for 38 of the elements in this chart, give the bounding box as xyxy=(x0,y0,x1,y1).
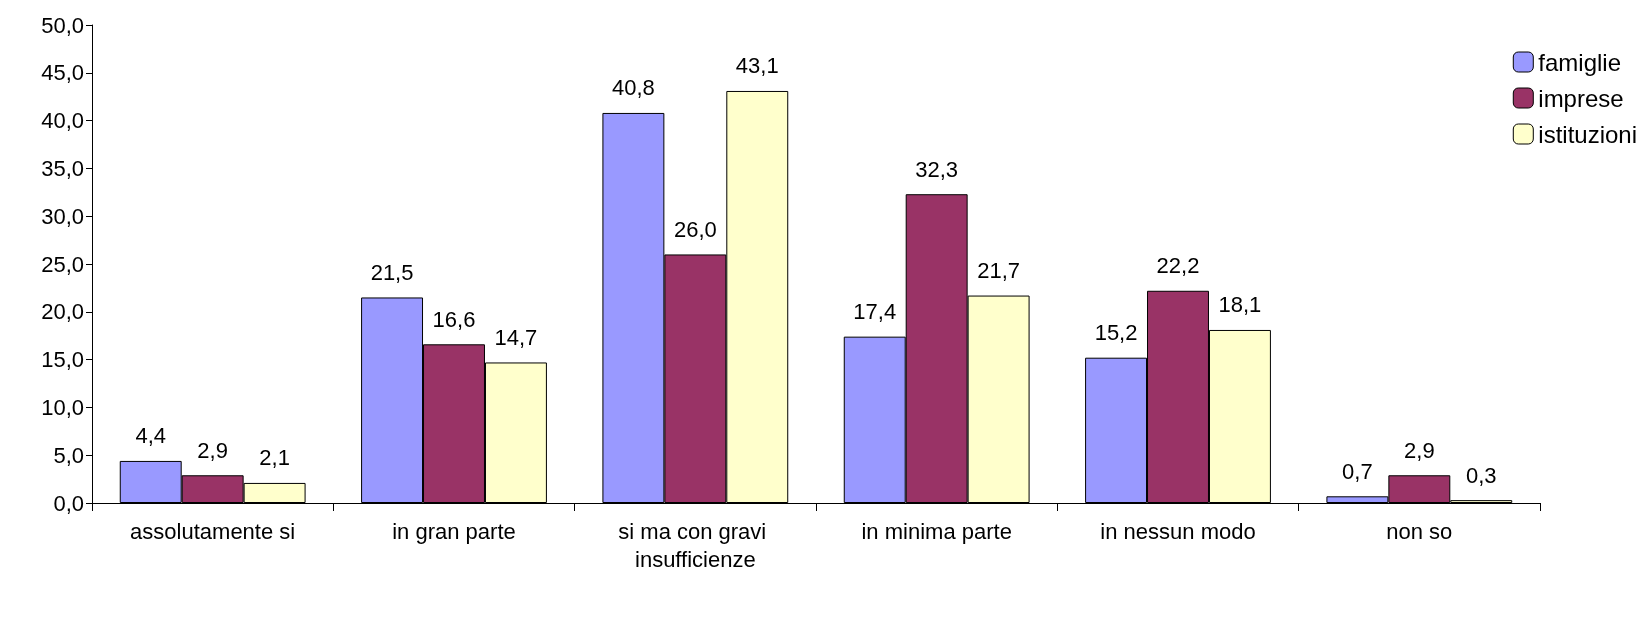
data-label: 43,1 xyxy=(735,53,779,79)
x-tick-label: in gran parte xyxy=(392,518,516,544)
y-tick-label: 0,0 xyxy=(53,490,84,516)
y-tick-label: 40,0 xyxy=(41,108,84,134)
data-label: 2,9 xyxy=(197,437,228,463)
legend-label: imprese xyxy=(1538,84,1624,112)
y-tick-label: 20,0 xyxy=(41,299,84,325)
data-label: 15,2 xyxy=(1094,320,1138,346)
x-tick-label: in nessun modo xyxy=(1100,518,1256,544)
data-label: 2,9 xyxy=(1404,437,1435,463)
data-label: 22,2 xyxy=(1156,253,1200,279)
x-tick-label: in minima parte xyxy=(861,518,1012,544)
data-label: 21,5 xyxy=(370,259,414,285)
y-tick-label: 10,0 xyxy=(41,394,84,420)
x-tick-label: assolutamente si xyxy=(130,518,296,544)
data-label: 26,0 xyxy=(673,216,717,242)
y-tick-label: 5,0 xyxy=(53,442,84,468)
y-tick-label: 15,0 xyxy=(41,347,84,373)
legend-label: istituzioni xyxy=(1538,120,1638,148)
legend-label: famiglie xyxy=(1538,48,1621,76)
data-label: 32,3 xyxy=(915,156,959,182)
y-tick-label: 25,0 xyxy=(41,251,84,277)
data-label: 14,7 xyxy=(494,324,538,350)
data-label: 17,4 xyxy=(853,299,897,325)
y-tick-label: 45,0 xyxy=(41,60,84,86)
data-label: 0,7 xyxy=(1342,458,1373,484)
x-tick-label: non so xyxy=(1386,518,1453,544)
data-label: 2,1 xyxy=(259,445,290,471)
y-tick-label: 35,0 xyxy=(41,155,84,181)
data-label: 21,7 xyxy=(977,258,1021,284)
data-label: 40,8 xyxy=(611,75,655,101)
x-tick-label: si ma con gravi insufficienze xyxy=(618,518,773,572)
data-label: 18,1 xyxy=(1218,292,1262,318)
data-label: 4,4 xyxy=(135,423,167,449)
data-label: 0,3 xyxy=(1465,462,1497,488)
y-tick-label: 50,0 xyxy=(41,12,84,38)
data-label: 16,6 xyxy=(432,306,476,332)
y-tick-label: 30,0 xyxy=(41,203,84,229)
